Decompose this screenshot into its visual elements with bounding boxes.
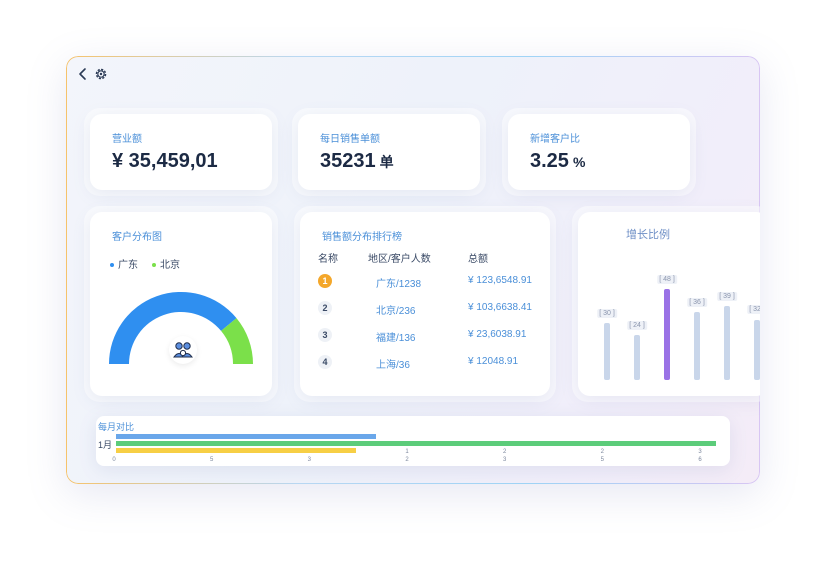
users-icon	[173, 342, 193, 358]
column-header-region: 地区/客户人数	[368, 254, 431, 265]
x-tick-label: 5	[209, 457, 214, 463]
growth-ratio-card: 增长比例 [ 30 ] [ 24 ] [ 48 ] [ 36 ] [ 39 ] [ 32 …	[578, 212, 760, 396]
rank-badge: 4	[318, 355, 332, 369]
region-cell: 北京/236	[376, 306, 416, 317]
growth-bar[interactable]	[724, 306, 730, 380]
metric-number: 3.25	[530, 150, 569, 172]
sales-ranking-card: 销售额分布排行榜 名称 地区/客户人数 总额 1 广东/1238 ¥ 123,6…	[300, 212, 550, 396]
metric-number: ¥ 35,459,01	[112, 150, 218, 172]
region-cell: 福建/136	[376, 333, 416, 344]
legend-item: 北京	[152, 256, 180, 271]
metric-value: ¥ 35,459,01	[112, 150, 218, 173]
metric-label: 新增客户比	[530, 134, 580, 145]
metric-number: 35231	[320, 150, 376, 172]
card-title: 客户分布图	[112, 232, 162, 243]
legend-dot	[110, 263, 114, 268]
growth-bar[interactable]	[634, 334, 640, 380]
dashboard-window: 营业额 ¥ 35,459,01 每日销售单额 35231 单 新增客户比 3.25…	[66, 56, 760, 484]
table-row[interactable]: 1 广东/1238 ¥ 123,6548.91	[300, 272, 550, 292]
growth-bar-label: [ 32 ]	[747, 305, 760, 315]
table-row[interactable]: 2 北京/236 ¥ 103,6638.41	[300, 299, 550, 319]
chart-legend: 广东 北京	[110, 256, 180, 271]
growth-bar-label: [ 36 ]	[687, 297, 707, 307]
amount-cell: ¥ 23,6038.91	[468, 329, 527, 340]
gear-icon[interactable]	[94, 67, 108, 81]
amount-cell: ¥ 123,6548.91	[468, 275, 532, 286]
x-tick-label: 0	[112, 457, 116, 463]
region-cell: 广东/1238	[376, 279, 422, 290]
gauge-segment-guangdong	[109, 292, 237, 364]
growth-bar[interactable]	[664, 289, 670, 380]
table-row[interactable]: 3 福建/136 ¥ 23,6038.91	[300, 326, 550, 346]
card-title: 增长比例	[626, 229, 670, 241]
legend-dot	[152, 263, 156, 268]
growth-bar-chart: [ 30 ] [ 24 ] [ 48 ] [ 36 ] [ 39 ] [ 32 ]	[578, 252, 760, 380]
metric-card-new-customers: 新增客户比 3.25%	[508, 114, 690, 190]
column-header-name: 名称	[318, 254, 338, 265]
gauge-segment-beijing	[221, 318, 253, 364]
gauge-center	[169, 336, 197, 364]
growth-bar[interactable]	[604, 323, 610, 380]
table-row[interactable]: 4 上海/36 ¥ 12048.91	[300, 353, 550, 373]
metric-card-revenue: 营业额 ¥ 35,459,01	[90, 114, 272, 190]
metric-unit: 单	[379, 154, 394, 170]
category-label: 1月	[98, 440, 113, 450]
amount-cell: ¥ 12048.91	[468, 356, 519, 367]
growth-bar-label: [ 24 ]	[627, 320, 647, 330]
card-title: 销售额分布排行榜	[322, 232, 402, 243]
metric-value: 3.25%	[530, 150, 585, 173]
region-cell: 上海/36	[376, 360, 410, 371]
customer-distribution-card: 客户分布图 广东 北京	[90, 212, 272, 396]
monthly-bar[interactable]	[116, 434, 376, 439]
chevron-left-icon[interactable]	[76, 67, 90, 81]
growth-bar-label: [ 48 ]	[657, 275, 677, 285]
rank-badge: 2	[318, 301, 332, 315]
column-header-amount: 总额	[468, 254, 488, 265]
rank-badge: 3	[318, 328, 332, 342]
metric-card-daily-orders: 每日销售单额 35231 单	[298, 114, 480, 190]
rank-badge: 1	[318, 274, 332, 288]
top-bar	[66, 56, 760, 92]
monthly-bar[interactable]	[116, 448, 356, 453]
gauge-chart	[109, 292, 253, 364]
metric-value: 35231 单	[320, 150, 394, 173]
x-tick-label: 3	[307, 457, 311, 463]
growth-bar-label: [ 30 ]	[597, 309, 617, 319]
metric-label: 每日销售单额	[320, 134, 380, 145]
monthly-bar[interactable]	[116, 441, 716, 446]
legend-label: 北京	[160, 260, 180, 271]
growth-bar[interactable]	[694, 311, 700, 380]
legend-label: 广东	[118, 260, 138, 271]
growth-bar-label: [ 39 ]	[717, 292, 737, 302]
metric-label: 营业额	[112, 134, 142, 145]
chart-title: 每月对比	[98, 422, 135, 432]
growth-bar[interactable]	[754, 319, 760, 380]
legend-item: 广东	[110, 256, 138, 271]
metric-unit: %	[572, 154, 586, 170]
amount-cell: ¥ 103,6638.41	[468, 302, 532, 313]
